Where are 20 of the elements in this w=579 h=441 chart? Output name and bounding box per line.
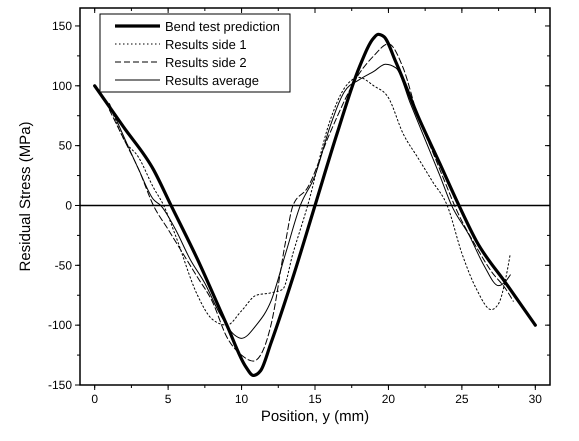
y-axis-title: Residual Stress (MPa) [17, 121, 34, 272]
y-tick-label: -150 [48, 378, 72, 392]
x-axis-title: Position, y (mm) [260, 408, 370, 425]
y-tick-label: -100 [48, 318, 72, 332]
y-tick-label: 0 [65, 198, 72, 212]
x-tick-label: 20 [382, 392, 396, 406]
legend-label: Bend test prediction [165, 19, 280, 34]
legend-label: Results side 2 [165, 55, 247, 70]
x-tick-label: 30 [528, 392, 542, 406]
legend-label: Results average [165, 73, 259, 88]
y-tick-label: 50 [58, 138, 72, 153]
y-tick-label: -50 [54, 258, 72, 272]
x-tick-label: 0 [91, 392, 98, 406]
x-tick-label: 10 [234, 392, 249, 406]
x-tick-label: 5 [164, 392, 172, 406]
y-tick-label: 150 [52, 18, 72, 33]
legend-label: Results side 1 [165, 37, 247, 52]
x-tick-label: 15 [308, 392, 322, 406]
x-tick-label: 25 [455, 392, 469, 406]
y-tick-label: 100 [52, 78, 72, 93]
